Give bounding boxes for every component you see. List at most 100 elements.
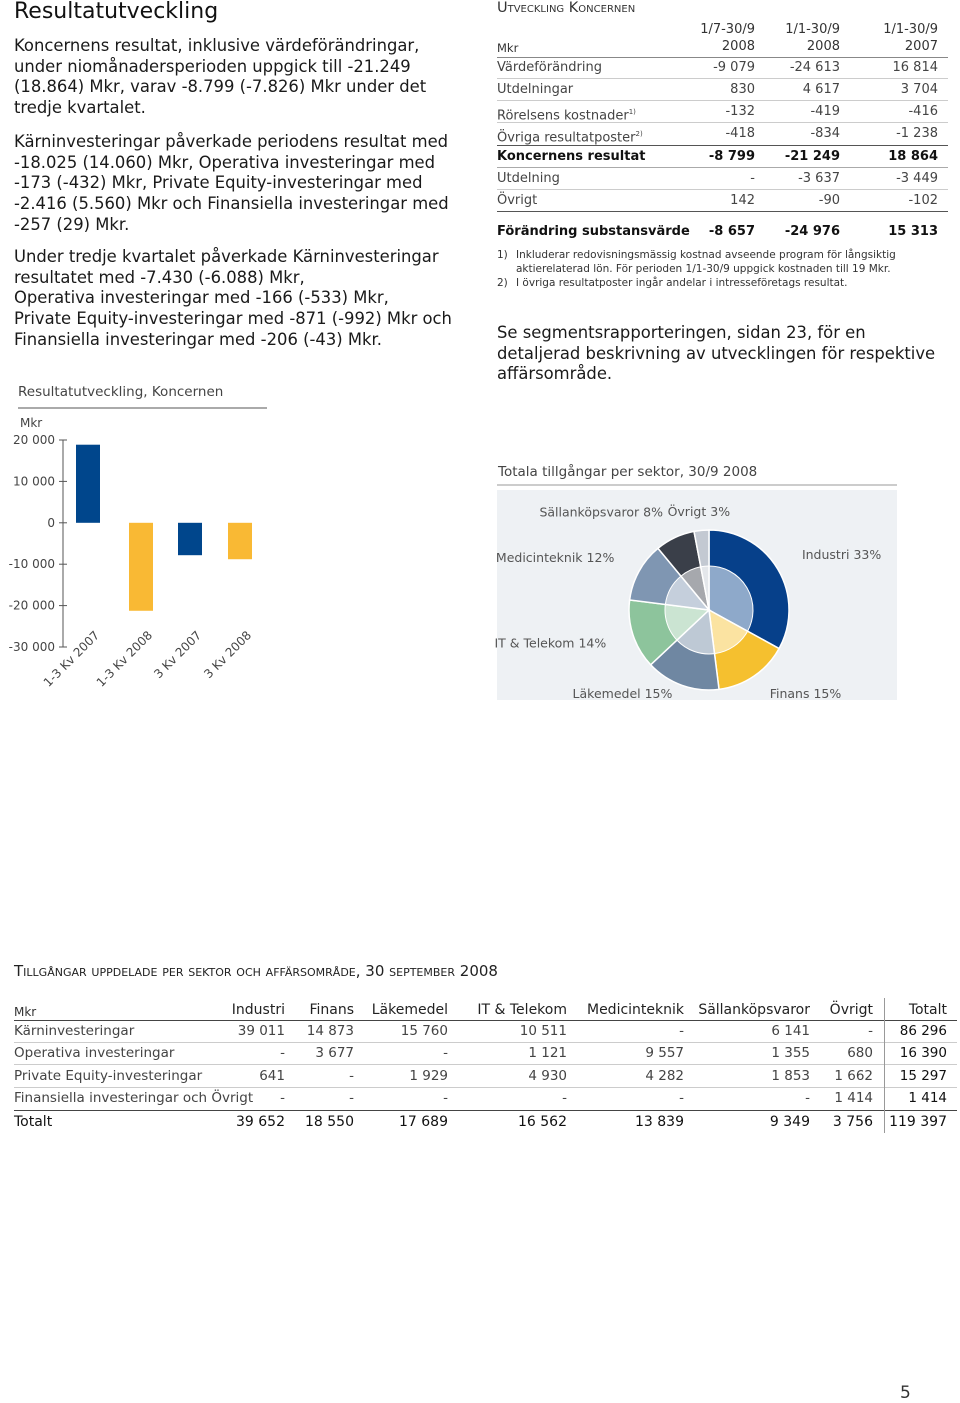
table-title: Tillgångar uppdelade per sektor och affä…	[14, 962, 498, 980]
footnote-marker: 1)	[497, 249, 508, 261]
paragraph-line: Koncernens resultat, inklusive värdeförä…	[14, 36, 420, 55]
cell: 4 282	[645, 1068, 684, 1084]
cell: -	[280, 1045, 285, 1061]
row-label: Övriga resultatposter2)	[497, 130, 643, 146]
rule	[497, 167, 948, 168]
cell: 1 414	[908, 1090, 947, 1106]
cell: -	[280, 1090, 285, 1106]
cell: -	[443, 1045, 448, 1061]
bar	[178, 522, 202, 556]
paragraph-line: tredje kvartalet.	[14, 98, 146, 118]
paragraph-line: Kärninvesteringar påverkade periodens re…	[14, 132, 449, 151]
cell: 18 550	[305, 1114, 354, 1130]
cell: 9 349	[769, 1114, 810, 1130]
pie-slice	[628, 547, 711, 611]
rule	[14, 1020, 957, 1021]
cell: -	[679, 1090, 684, 1106]
column-header: Medicinteknik	[586, 1002, 684, 1018]
pie-inner-slice	[680, 566, 710, 611]
footnote-text: Inkluderar redovisningsmässig kostnad av…	[516, 249, 896, 261]
slice-name: Sällanköpsvaror	[539, 504, 640, 519]
row-label: Rörelsens kostnader1)	[497, 108, 636, 124]
pie-slice	[708, 529, 790, 650]
cell: 119 397	[889, 1114, 947, 1130]
footnote-text: I övriga resultatposter ingår andelar i …	[516, 277, 848, 289]
row-label: Totalt	[14, 1114, 53, 1130]
column-header: Industri	[231, 1002, 285, 1018]
cell: 142	[730, 193, 755, 208]
cell: -	[868, 1023, 873, 1039]
paragraph-line: -173 (-432) Mkr, Private Equity-invester…	[14, 173, 423, 193]
y-tick-label: -20 000	[9, 599, 55, 613]
column-header: Övrigt	[829, 1002, 873, 1018]
rule	[497, 211, 948, 212]
row-label: Förändring substansvärde	[497, 224, 690, 239]
chart-title: Resultatutveckling, Koncernen	[18, 384, 223, 400]
pie-inner-slice	[664, 575, 711, 611]
cell: 1 853	[771, 1068, 810, 1084]
paragraph-line: -18.025 (14.060) Mkr, Operativa invester…	[14, 152, 436, 172]
cell: 15 760	[400, 1023, 448, 1039]
rule	[497, 78, 948, 79]
cell: -8 657	[708, 224, 755, 239]
cell: -	[679, 1023, 684, 1039]
pie-slice	[649, 608, 720, 691]
cell: 16 814	[892, 60, 939, 75]
cell: 16 390	[899, 1045, 947, 1061]
cell: 14 873	[306, 1023, 354, 1039]
cell: -24 976	[784, 224, 840, 239]
slice-label: Sällanköpsvaror 8%	[539, 504, 663, 519]
slice-name: IT & Telekom	[494, 635, 574, 650]
table-unit: Mkr	[497, 41, 519, 55]
cell: -834	[810, 126, 840, 141]
column-header: 1/1-30/9	[883, 22, 938, 37]
chart-title: Totala tillgångar per sektor, 30/9 2008	[497, 463, 757, 480]
cell: -418	[725, 126, 755, 141]
y-tick-label: 0	[47, 516, 55, 530]
pie-slice	[693, 529, 710, 611]
table-title: Utveckling Koncernen	[497, 0, 636, 16]
cell: -3 637	[798, 171, 840, 186]
column-header: IT & Telekom	[477, 1002, 567, 1018]
row-label: Kärninvesteringar	[14, 1023, 135, 1039]
row-label: Övrigt	[497, 193, 538, 208]
paragraph-line: -257 (29) Mkr.	[14, 214, 130, 234]
slice-value: 8%	[643, 504, 663, 519]
x-tick-label: 3 Kv 2007	[151, 628, 204, 681]
cell: 15 297	[899, 1068, 947, 1084]
rule	[497, 145, 948, 146]
rule	[14, 1064, 957, 1065]
slice-value: 15%	[813, 686, 841, 701]
pie-slice	[656, 530, 710, 611]
cell: -	[443, 1090, 448, 1106]
pie-slice	[708, 608, 781, 691]
cell: 1 355	[771, 1045, 810, 1061]
cell: 680	[847, 1045, 873, 1061]
paragraph-line: affärsområde.	[497, 364, 613, 384]
y-tick-label: -30 000	[9, 640, 55, 654]
y-axis-label: Mkr	[20, 416, 42, 430]
rule	[14, 1042, 957, 1043]
cell: 9 557	[645, 1045, 684, 1061]
slice-label: Industri 33%	[802, 547, 881, 562]
pie-inner-slice	[676, 608, 716, 655]
cell: -	[805, 1090, 810, 1106]
column-divider	[884, 998, 885, 1133]
footnote-marker: 2)	[497, 277, 508, 289]
column-header: 1/7-30/9	[700, 22, 755, 37]
row-label: Operativa investeringar	[14, 1045, 175, 1061]
slice-value: 14%	[578, 635, 606, 650]
cell: -1 238	[896, 126, 938, 141]
slice-label: IT & Telekom 14%	[494, 635, 606, 650]
column-header: Finans	[309, 1002, 354, 1018]
slice-name: Industri	[802, 547, 850, 562]
cell: 3 704	[900, 82, 938, 97]
slice-value: 12%	[587, 550, 615, 565]
paragraph-line: Private Equity-investeringar med -871 (-…	[14, 309, 452, 329]
pie-inner-slice	[700, 565, 710, 611]
paragraph-line: Finansiella investeringar med -206 (-43)…	[14, 329, 382, 349]
column-header: Totalt	[908, 1002, 947, 1018]
column-header: 2008	[806, 39, 840, 54]
slice-label: Läkemedel 15%	[573, 686, 673, 701]
cell: -	[349, 1090, 354, 1106]
